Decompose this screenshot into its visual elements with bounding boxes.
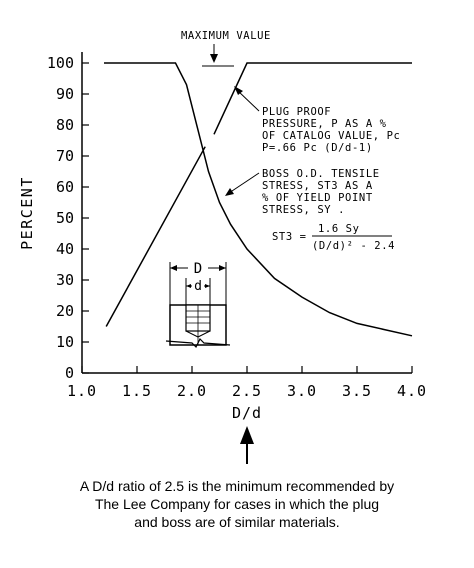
formula-lhs: ST3 = <box>272 231 307 243</box>
series-line-plug-lower <box>105 146 206 327</box>
y-tick-label: 50 <box>56 209 74 227</box>
y-axis-label: PERCENT <box>18 176 36 250</box>
boss-label-line-2: STRESS, ST3 AS A <box>262 180 373 192</box>
y-tick-label: 20 <box>56 302 74 320</box>
dim-d-arrow-right <box>205 284 210 288</box>
max-value-arrow-head <box>210 54 218 63</box>
plug-label-line-2: PRESSURE, P AS A % <box>262 118 387 130</box>
caption-line-1: A D/d ratio of 2.5 is the minimum recomm… <box>79 478 395 494</box>
caption-line-2: The Lee Company for cases in which the p… <box>94 496 380 512</box>
boss-leader-line <box>228 172 260 194</box>
y-tick-label: 40 <box>56 240 74 258</box>
dim-D-arrow-left <box>170 265 177 271</box>
x-tick-label: 2.5 <box>232 382 262 400</box>
boss-plug-diagram: D d <box>165 261 231 349</box>
boss-label-line-3: % OF YIELD POINT <box>262 192 373 204</box>
plug-label-line-4: P=.66 Pc (D/d-1) <box>262 142 373 154</box>
x-tick-label: 3.0 <box>287 382 317 400</box>
y-tick-label: 100 <box>47 54 74 72</box>
x-tick-label: 1.5 <box>122 382 152 400</box>
plug-label-line-1: PLUG PROOF <box>262 106 331 118</box>
formula: ST3 = 1.6 Sy (D/d)² - 2.4 <box>272 223 395 252</box>
bore-tip-left <box>185 330 199 338</box>
boss-leader-arrow <box>225 188 234 196</box>
bore-tip-right <box>197 330 211 338</box>
x-axis-label: D/d <box>232 404 262 422</box>
caption-line-3: and boss are of similar materials. <box>134 514 340 530</box>
boss-label-line-4: STRESS, SY . <box>262 204 345 216</box>
recommended-arrow-head <box>240 426 254 444</box>
series-line-plug-upper <box>213 62 412 135</box>
plug-annotation: PLUG PROOF PRESSURE, P AS A % OF CATALOG… <box>234 86 400 154</box>
x-tick-label: 2.0 <box>177 382 207 400</box>
plug-leader-line <box>236 89 260 112</box>
y-tick-label: 80 <box>56 116 74 134</box>
dim-d-arrow-left <box>186 284 191 288</box>
x-tick-label: 1.0 <box>67 382 97 400</box>
y-tick-label: 30 <box>56 271 74 289</box>
y-tick-label: 10 <box>56 333 74 351</box>
break-line <box>165 337 231 349</box>
dim-D-arrow-right <box>219 265 226 271</box>
plug-leader-arrow <box>234 86 243 95</box>
boss-annotation: BOSS O.D. TENSILE STRESS, ST3 AS A % OF … <box>225 168 380 216</box>
formula-denominator: (D/d)² - 2.4 <box>312 240 395 252</box>
formula-numerator: 1.6 Sy <box>318 223 360 235</box>
plug-label-line-3: OF CATALOG VALUE, Pc <box>262 130 400 142</box>
y-ticks: 0 10 20 30 40 50 60 70 80 90 100 <box>47 54 89 382</box>
max-value-label: MAXIMUM VALUE <box>181 30 271 42</box>
y-tick-label: 90 <box>56 85 74 103</box>
y-tick-label: 60 <box>56 178 74 196</box>
x-ticks: 1.0 1.5 2.0 2.5 3.0 3.5 4.0 <box>67 366 427 400</box>
y-tick-label: 70 <box>56 147 74 165</box>
x-tick-label: 3.5 <box>342 382 372 400</box>
chart: 0 10 20 30 40 50 60 70 80 90 100 1.0 1.5 2.0 2.5 3.0 3.… <box>18 30 427 464</box>
dim-D-label: D <box>194 261 202 277</box>
series-line-boss <box>104 62 413 337</box>
dim-d-label: d <box>194 279 202 294</box>
y-tick-label: 0 <box>65 364 74 382</box>
boss-label-line-1: BOSS O.D. TENSILE <box>262 168 380 180</box>
x-tick-label: 4.0 <box>397 382 427 400</box>
